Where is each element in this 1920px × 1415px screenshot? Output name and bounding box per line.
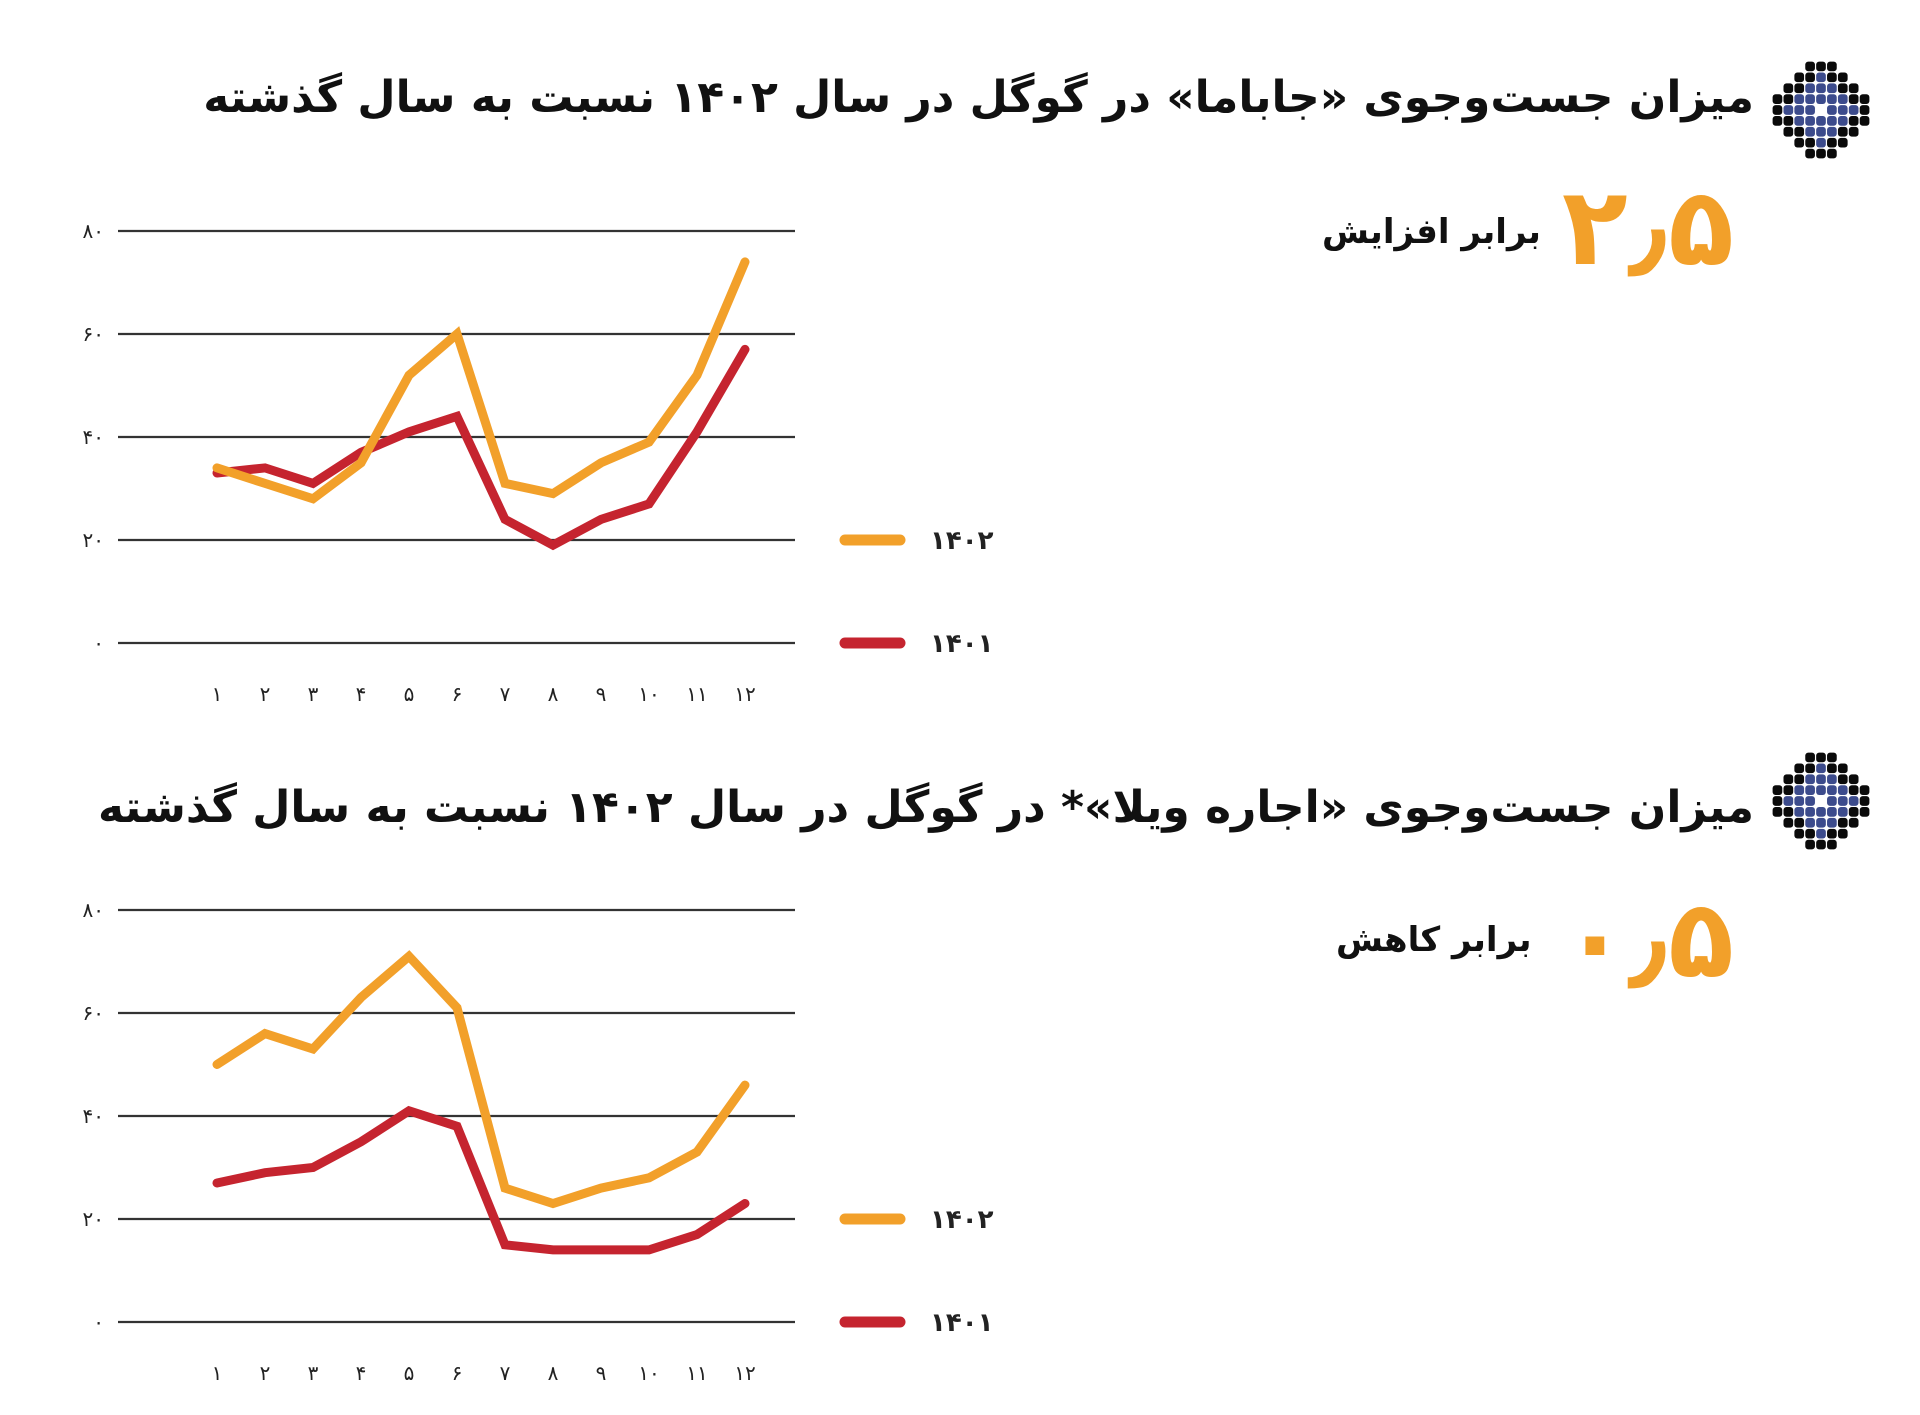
chart-title: میزان جست‌وجوی «اجاره ویلا»* در گوگل در … — [98, 782, 1755, 833]
x-tick-label: ۶ — [452, 682, 463, 706]
series-line-1402 — [212, 950, 750, 1209]
x-tick-label: ۵ — [404, 682, 415, 706]
x-tick-label: ۲ — [260, 1361, 271, 1385]
x-tick-label: ۱۲ — [734, 1361, 755, 1385]
x-tick-label: ۱۰ — [638, 682, 659, 706]
y-tick-label: ۲۰ — [83, 1207, 104, 1231]
stat-label: برابر کاهش — [1336, 920, 1532, 960]
series-line-1402 — [212, 257, 750, 504]
y-tick-label: ۲۰ — [83, 528, 104, 552]
x-tick-label: ۹ — [596, 682, 607, 706]
x-tick-label: ۴ — [356, 1361, 367, 1385]
x-tick-label: ۵ — [404, 1361, 415, 1385]
series-line-1401 — [212, 1105, 750, 1255]
x-tick-label: ۳ — [308, 682, 319, 706]
x-tick-label: ۱۰ — [638, 1361, 659, 1385]
legend-label: ۱۴۰۲ — [930, 1205, 994, 1235]
stat-label: برابر افزایش — [1322, 212, 1541, 252]
x-tick-label: ۹ — [596, 1361, 607, 1385]
legend-label: ۱۴۰۱ — [930, 629, 993, 659]
y-tick-label: ۰ — [93, 631, 104, 655]
stat-value: ۰٫۵ — [1561, 877, 1734, 1002]
series-line-1401 — [212, 344, 750, 551]
x-tick-label: ۷ — [500, 1361, 511, 1385]
x-tick-label: ۳ — [308, 1361, 319, 1385]
chart-title: میزان جست‌وجوی «جاباما» در گوگل در سال ۱… — [203, 72, 1754, 123]
x-tick-label: ۱۲ — [734, 682, 755, 706]
y-tick-label: ۸۰ — [83, 898, 104, 922]
decorative-diamond-pattern-icon — [1772, 61, 1870, 159]
x-tick-label: ۱۱ — [686, 682, 707, 706]
x-tick-label: ۶ — [452, 1361, 463, 1385]
y-tick-label: ۶۰ — [83, 322, 104, 346]
y-tick-label: ۴۰ — [83, 1104, 104, 1128]
y-tick-label: ۴۰ — [83, 425, 104, 449]
x-tick-label: ۷ — [500, 682, 511, 706]
x-tick-label: ۱ — [212, 1361, 223, 1385]
y-tick-label: ۶۰ — [83, 1001, 104, 1025]
x-tick-label: ۱۱ — [686, 1361, 707, 1385]
x-tick-label: ۴ — [356, 682, 367, 706]
legend-label: ۱۴۰۱ — [930, 1308, 993, 1338]
legend-label: ۱۴۰۲ — [930, 526, 994, 556]
x-tick-label: ۲ — [260, 682, 271, 706]
stat-value: ۲٫۵ — [1561, 165, 1734, 290]
y-tick-label: ۰ — [93, 1310, 104, 1334]
y-tick-label: ۸۰ — [83, 219, 104, 243]
x-tick-label: ۸ — [548, 1361, 559, 1385]
x-tick-label: ۱ — [212, 682, 223, 706]
decorative-diamond-pattern-icon — [1772, 752, 1870, 850]
x-tick-label: ۸ — [548, 682, 559, 706]
